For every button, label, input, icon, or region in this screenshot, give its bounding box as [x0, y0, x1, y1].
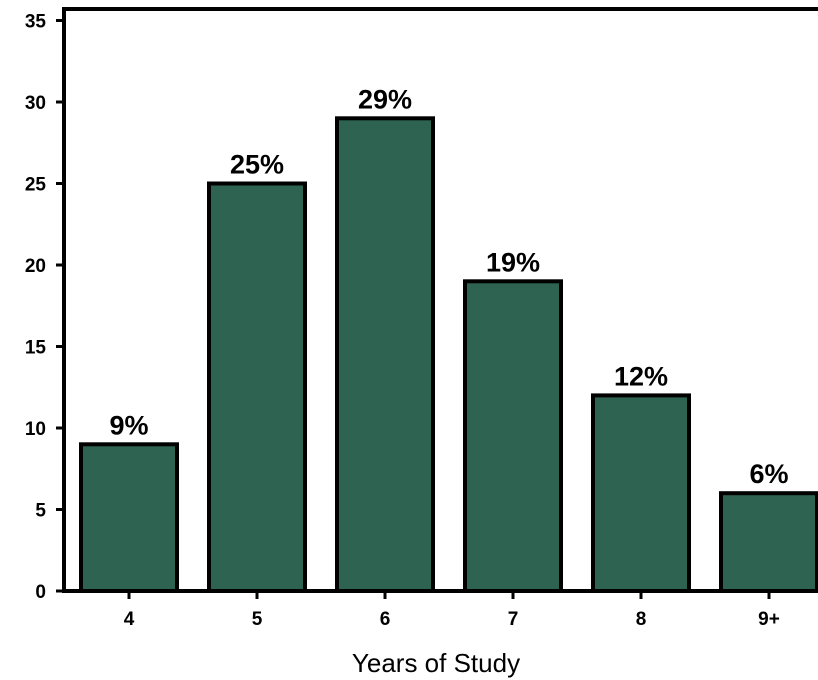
bar-8 [591, 393, 691, 593]
bar-7 [463, 279, 563, 593]
data-label: 9% [109, 410, 148, 440]
x-axis-ticks: 4 5 6 7 8 9+ [124, 591, 780, 630]
x-tick-label: 6 [380, 609, 391, 630]
x-tick-label: 5 [252, 609, 263, 630]
bar-4 [79, 442, 179, 593]
x-tick-label: 8 [636, 609, 647, 630]
data-label: 19% [486, 247, 540, 277]
x-tick-label: 4 [124, 609, 135, 630]
data-label: 29% [358, 84, 412, 114]
bars [79, 116, 818, 594]
bar-6 [335, 116, 435, 594]
bar-9plus [719, 491, 818, 594]
y-tick-label: 10 [25, 419, 46, 440]
x-tick-label: 9+ [758, 609, 780, 630]
bar-5 [207, 181, 307, 593]
y-tick-label: 0 [35, 582, 46, 603]
y-tick-label: 25 [25, 175, 47, 196]
y-tick-label: 15 [25, 338, 47, 359]
y-tick-label: 20 [25, 256, 46, 277]
y-axis-ticks: 0 5 10 15 20 25 30 35 [25, 12, 64, 603]
data-label: 12% [614, 361, 668, 391]
y-tick-label: 35 [25, 12, 47, 33]
data-label: 25% [230, 150, 284, 180]
plot-frame [62, 7, 818, 593]
x-tick-label: 7 [508, 609, 519, 630]
y-tick-label: 30 [25, 93, 46, 114]
x-axis-title: Years of Study [352, 648, 520, 678]
data-label: 6% [749, 459, 788, 489]
data-labels: 9% 25% 29% 19% 12% 6% [109, 84, 788, 489]
y-tick-label: 5 [35, 501, 46, 522]
